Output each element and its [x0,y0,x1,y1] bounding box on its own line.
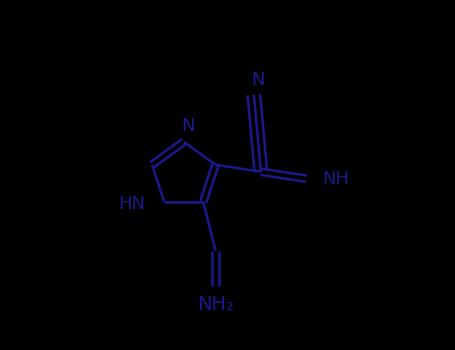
Text: HN: HN [118,195,145,213]
Text: N: N [251,71,265,90]
Text: NH: NH [322,170,349,188]
Text: NH₂: NH₂ [197,295,234,314]
Text: N: N [181,117,195,135]
